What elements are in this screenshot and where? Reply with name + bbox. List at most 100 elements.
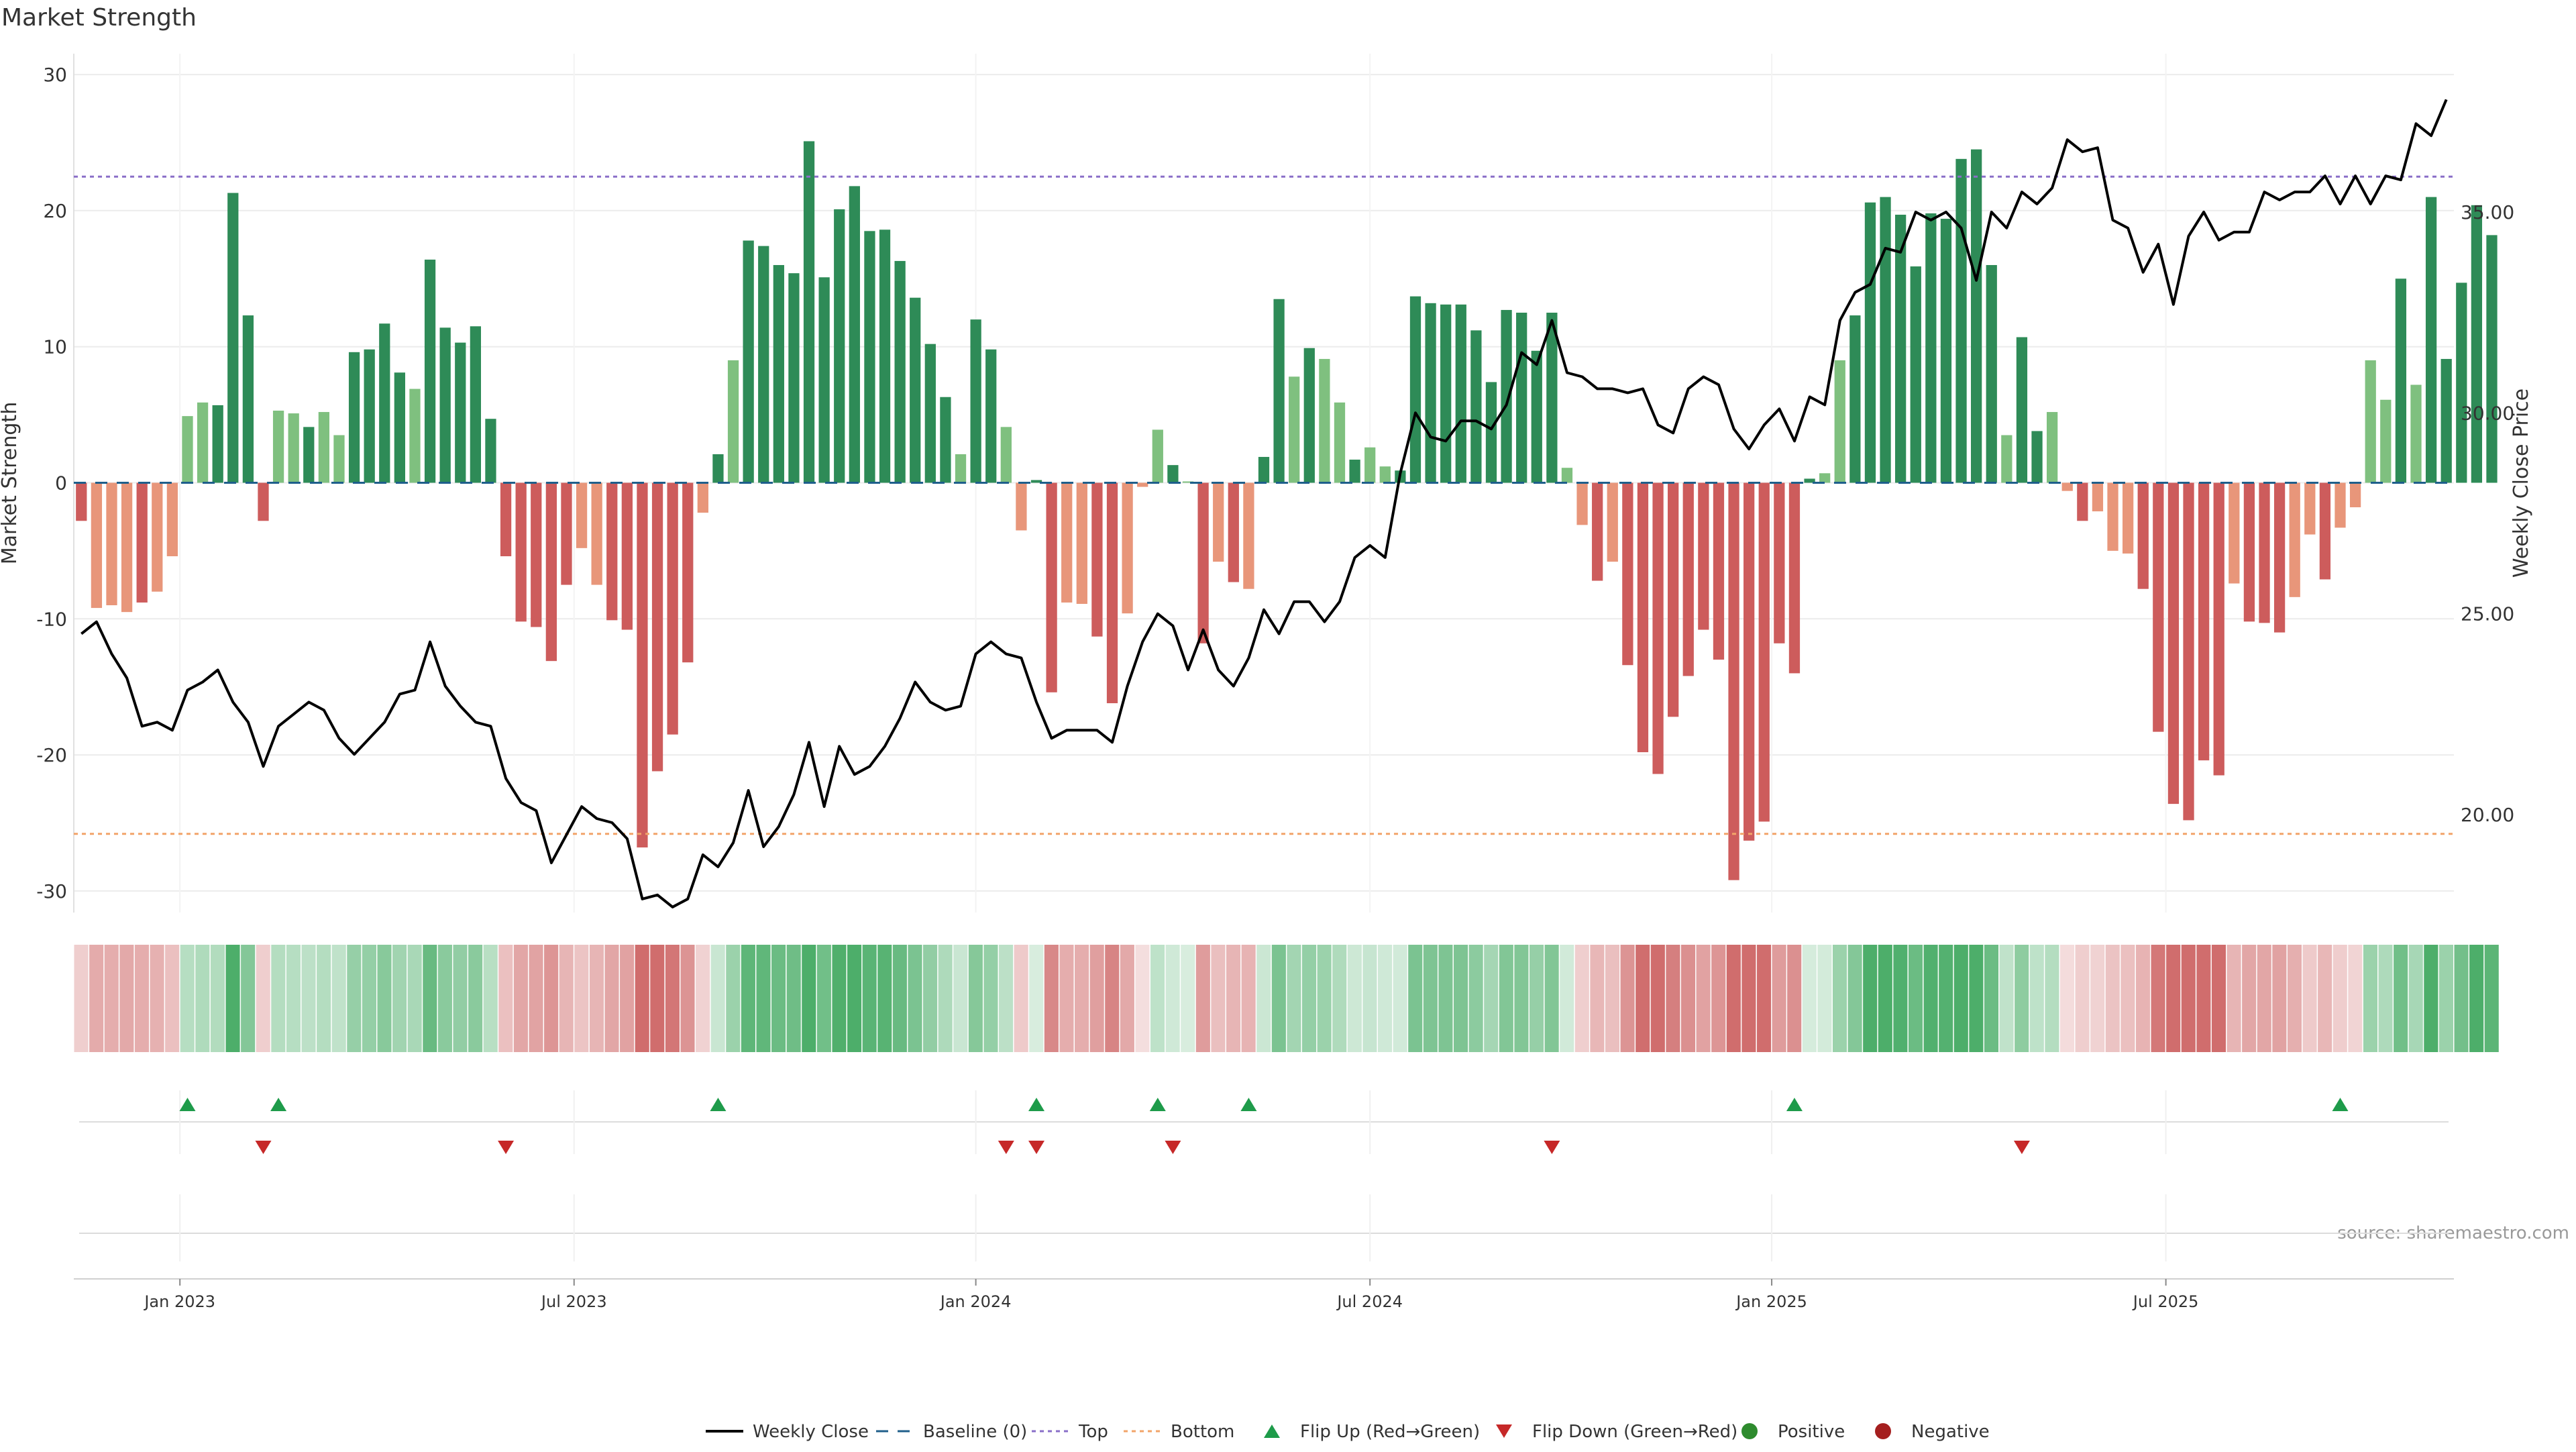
strength-bars <box>76 141 2498 880</box>
heatmap-cell <box>1453 945 1468 1052</box>
strength-bar <box>2334 482 2346 528</box>
heatmap-cell <box>2242 945 2257 1052</box>
heatmap-cell <box>1999 945 2014 1052</box>
heatmap-cell <box>877 945 892 1052</box>
heatmap-cell <box>589 945 604 1052</box>
flip-up-marker <box>270 1098 287 1111</box>
heatmap-cell <box>1484 945 1499 1052</box>
strength-bar <box>985 349 997 483</box>
heatmap-cell <box>680 945 695 1052</box>
strength-bar <box>2153 482 2164 732</box>
heatmap-cell <box>271 945 286 1052</box>
strength-bar <box>91 482 103 609</box>
heatmap-cell <box>2454 945 2469 1052</box>
strength-bar <box>2425 197 2437 483</box>
heatmap-cell <box>2211 945 2226 1052</box>
strength-bar <box>1228 482 1239 582</box>
legend-label: Weekly Close <box>753 1422 869 1442</box>
x-tick-label: Jul 2023 <box>540 1292 607 1311</box>
strength-bar <box>2213 482 2224 776</box>
heatmap-cell <box>1680 945 1696 1052</box>
heatmap-cell <box>1059 945 1074 1052</box>
heatmap-cell <box>1150 945 1165 1052</box>
y-axis-label: Market Strength <box>0 402 21 564</box>
strength-bar <box>136 482 148 603</box>
strength-bar <box>2122 482 2134 554</box>
legend-label: Positive <box>1778 1422 1845 1442</box>
heatmap-cell <box>134 945 149 1052</box>
heatmap-cell <box>1241 945 1256 1052</box>
strength-bar <box>2486 235 2498 483</box>
heatmap-cell <box>832 945 847 1052</box>
strength-bar <box>1546 313 1558 483</box>
strength-bar <box>1137 482 1148 487</box>
y2-axis-label: Weekly Close Price <box>2510 388 2533 578</box>
heatmap-cell <box>423 945 437 1052</box>
strength-bar <box>2395 278 2407 483</box>
heatmap-cell <box>1014 945 1028 1052</box>
heatmap-cell <box>2378 945 2393 1052</box>
strength-bar <box>272 411 284 483</box>
strength-bar <box>803 141 815 483</box>
strength-bar <box>1046 482 1057 692</box>
heatmap-cell <box>1544 945 1559 1052</box>
heatmap-cell <box>710 945 725 1052</box>
heatmap-cell <box>362 945 376 1052</box>
heatmap-cell <box>816 945 831 1052</box>
heatmap-cell <box>1893 945 1908 1052</box>
heatmap-cell <box>908 945 922 1052</box>
strength-bar <box>1501 309 1512 483</box>
heatmap-cell <box>2045 945 2059 1052</box>
heatmap-cell <box>317 945 331 1052</box>
strength-bar <box>834 209 845 483</box>
strength-bar <box>910 297 921 483</box>
strength-bar <box>409 388 421 483</box>
heatmap-cell <box>1605 945 1620 1052</box>
strength-bar <box>288 413 299 483</box>
strength-bar <box>1910 266 1921 483</box>
strength-bar <box>1986 265 1997 483</box>
heatmap-cell <box>407 945 422 1052</box>
strength-bar <box>864 231 875 483</box>
heatmap-cell <box>1863 945 1878 1052</box>
strength-bar <box>1364 447 1376 483</box>
heatmap-cell <box>2272 945 2287 1052</box>
heatmap-cell <box>2226 945 2241 1052</box>
strength-bar <box>2440 358 2452 483</box>
strength-bar <box>197 402 209 483</box>
heatmap-cell <box>2166 945 2181 1052</box>
strength-bar <box>1622 482 1633 666</box>
strength-bar <box>1637 482 1649 753</box>
strength-bar <box>591 482 602 585</box>
flip-up-marker <box>1149 1098 1166 1111</box>
strength-bar <box>2167 482 2180 805</box>
heatmap-cell <box>1181 945 1195 1052</box>
strength-bar <box>531 482 542 627</box>
heatmap-cell <box>483 945 498 1052</box>
heatmap-cell <box>1832 945 1847 1052</box>
strength-bar <box>1470 330 1482 483</box>
strength-bar <box>318 412 330 483</box>
heatmap-cell <box>999 945 1014 1052</box>
strength-bar <box>1485 382 1497 483</box>
strength-bar <box>1652 482 1664 774</box>
heatmap-cell <box>1362 945 1377 1052</box>
heatmap-cell <box>1817 945 1832 1052</box>
reference-lines <box>74 175 2454 835</box>
flip-down-marker <box>998 1141 1014 1154</box>
heatmap-cell <box>2135 945 2151 1052</box>
heatmap-cell <box>180 945 195 1052</box>
heatmap-cell <box>696 945 710 1052</box>
heatmap-cell <box>2438 945 2453 1052</box>
heatmap-cell <box>862 945 877 1052</box>
heatmap-cell <box>604 945 619 1052</box>
y-tick-label: -10 <box>36 608 67 630</box>
strength-bar <box>1864 202 1876 483</box>
strength-bar <box>545 482 557 662</box>
heatmap-cell <box>529 945 543 1052</box>
strength-bar <box>1182 481 1194 483</box>
strength-bar <box>1592 482 1603 581</box>
strength-bar <box>879 229 891 483</box>
strength-bar <box>500 482 512 557</box>
